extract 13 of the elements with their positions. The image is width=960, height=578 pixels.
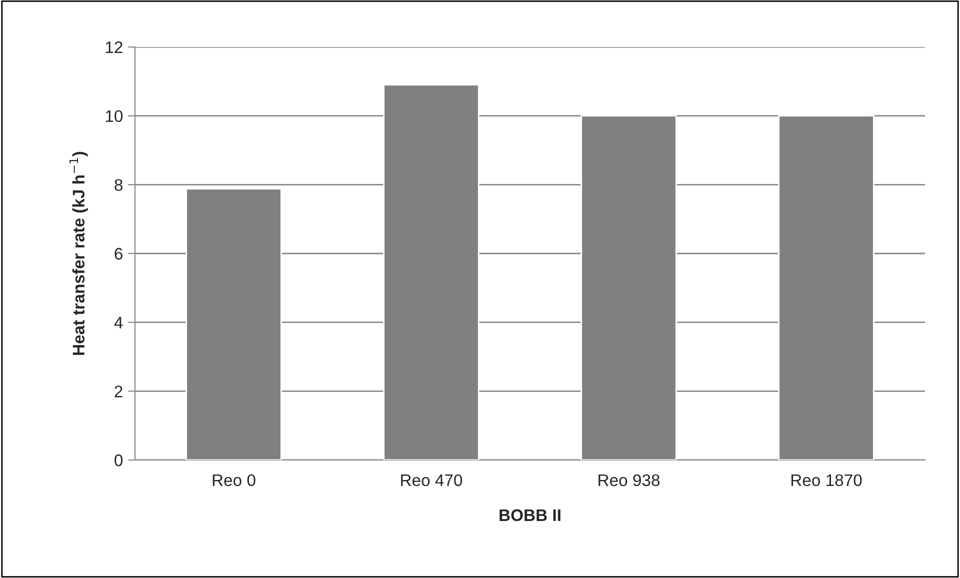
x-tick-label: Reo 938	[598, 474, 660, 486]
y-tick-label: 12	[106, 41, 122, 54]
x-axis-title: BOBB II	[500, 509, 560, 522]
y-axis-title: Heat transfer rate (kJ h$^{−1}$)	[69, 152, 88, 355]
y-tick-label: 2	[114, 386, 122, 398]
y-tick-label: 8	[114, 179, 122, 191]
x-tick-label: Reo 1870	[791, 474, 862, 486]
x-tick-label: Reo 0	[212, 474, 256, 486]
y-tick-label: 10	[106, 110, 123, 122]
y-tick-label: 6	[114, 248, 122, 260]
y-tick-label: 0	[114, 454, 123, 466]
y-tick-label: 4	[114, 316, 123, 328]
x-tick-label: Reo 470	[401, 474, 462, 486]
